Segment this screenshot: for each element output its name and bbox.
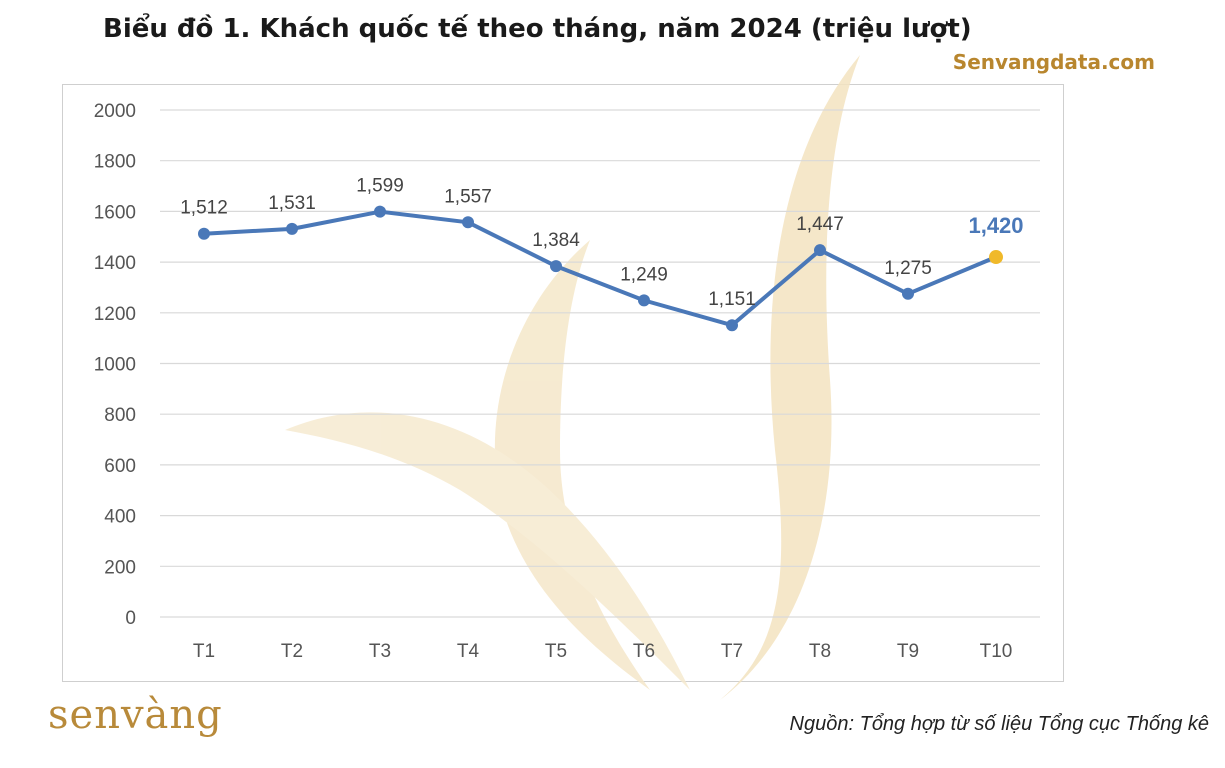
y-tick-label: 200 <box>104 557 136 578</box>
x-axis-ticks: T1 T2 T3 T4 T5 T6 T7 T8 T9 T10 <box>193 641 1012 662</box>
chart-points <box>198 205 1003 332</box>
x-tick-label: T6 <box>633 641 655 662</box>
y-tick-label: 0 <box>125 608 136 629</box>
data-label: 1,599 <box>356 176 404 197</box>
data-point <box>550 260 562 273</box>
x-tick-label: T3 <box>369 641 391 662</box>
data-point <box>198 227 210 240</box>
y-tick-label: 2000 <box>94 101 136 122</box>
data-label: 1,557 <box>444 186 492 207</box>
data-label: 1,384 <box>532 230 580 251</box>
data-point <box>286 222 298 235</box>
data-label: 1,531 <box>268 193 316 214</box>
x-tick-label: T8 <box>809 641 831 662</box>
data-label: 1,151 <box>708 289 756 310</box>
x-tick-label: T1 <box>193 641 215 662</box>
x-tick-label: T4 <box>457 641 480 662</box>
data-point <box>814 244 826 257</box>
chart-title: Biểu đồ 1. Khách quốc tế theo tháng, năm… <box>103 14 972 44</box>
data-point <box>374 205 386 218</box>
data-label: 1,447 <box>796 214 844 235</box>
x-tick-label: T10 <box>980 641 1013 662</box>
chart-gridlines <box>160 109 1040 618</box>
data-point <box>638 294 650 307</box>
data-point <box>989 250 1003 265</box>
y-tick-label: 800 <box>104 405 136 426</box>
y-tick-label: 1400 <box>94 253 136 274</box>
data-point <box>726 319 738 332</box>
data-point <box>462 216 474 229</box>
chart-frame <box>62 84 1064 682</box>
y-tick-label: 1800 <box>94 152 136 173</box>
y-tick-label: 400 <box>104 507 136 528</box>
y-tick-label: 600 <box>104 456 136 477</box>
source-note: Nguồn: Tổng hợp từ số liệu Tổng cục Thốn… <box>789 713 1209 735</box>
x-tick-label: T5 <box>545 641 567 662</box>
data-label: 1,512 <box>180 198 228 219</box>
y-tick-label: 1600 <box>94 202 136 223</box>
series-line <box>202 209 998 328</box>
chart-data-labels: 1,512 1,531 1,599 1,557 1,384 1,249 1,151 1,447… <box>180 176 1023 311</box>
chart-series <box>202 209 998 328</box>
data-label: 1,420 <box>968 213 1023 238</box>
x-tick-label: T2 <box>281 641 303 662</box>
watermark-logo <box>285 55 860 700</box>
brand-website[interactable]: Senvangdata.com <box>952 50 1155 74</box>
y-axis-ticks: 0 200 400 600 800 1000 1200 1400 1600 1800 2000 <box>94 101 136 629</box>
data-point <box>902 287 914 300</box>
x-tick-label: T7 <box>721 641 743 662</box>
y-tick-label: 1200 <box>94 304 136 325</box>
data-label: 1,275 <box>884 258 932 279</box>
x-tick-label: T9 <box>897 641 919 662</box>
y-tick-label: 1000 <box>94 355 136 376</box>
data-label: 1,249 <box>620 264 668 285</box>
senvang-logo: senvàng <box>48 692 223 738</box>
